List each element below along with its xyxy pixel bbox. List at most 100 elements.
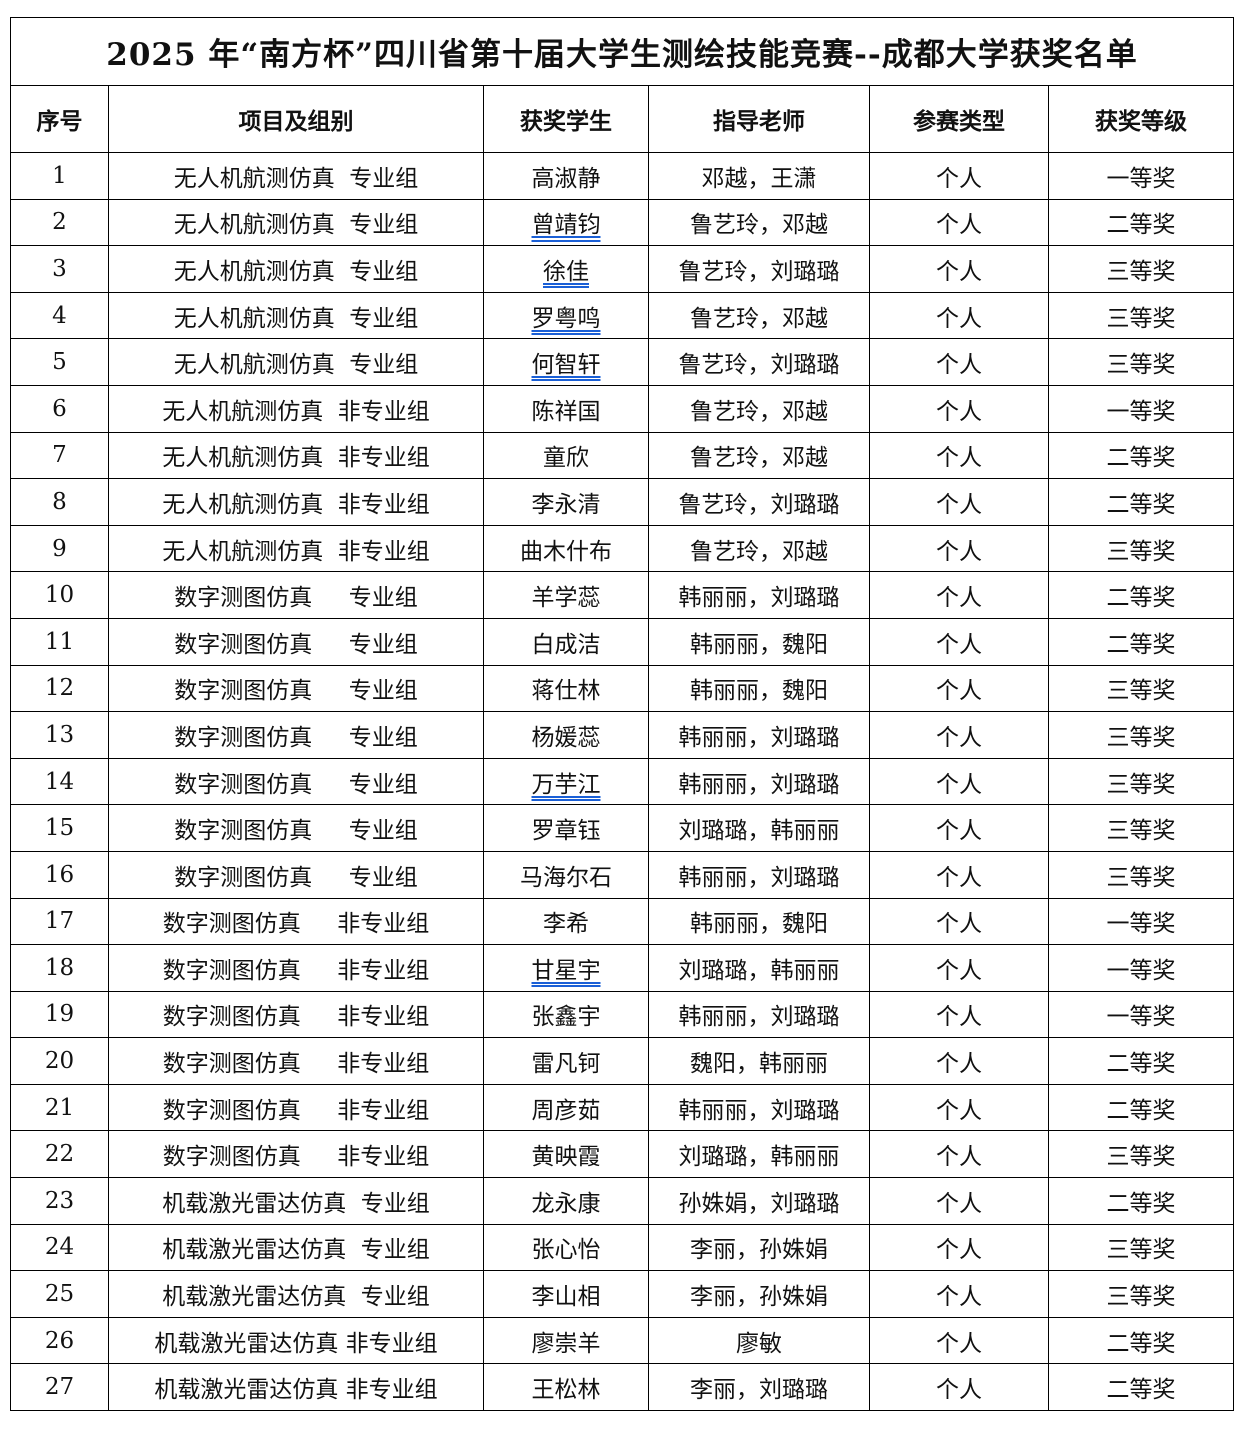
table-row: 9 无人机航测仿真 非专业组 曲木什布 鲁艺玲，邓越 个人 三等奖 xyxy=(10,524,1234,573)
award-level: 三等奖 xyxy=(1106,305,1176,332)
row-number: 12 xyxy=(44,675,75,702)
entry-type: 个人 xyxy=(936,818,982,845)
project-group: 无人机航测仿真 专业组 xyxy=(173,212,419,239)
student-name: 陈祥国 xyxy=(531,398,601,425)
teacher-names: 韩丽丽，刘璐璐 xyxy=(678,1097,840,1124)
student-name: 蒋仕林 xyxy=(531,678,601,705)
project-group: 数字测图仿真 专业组 xyxy=(174,678,418,705)
teacher-names-cell: 韩丽丽，刘璐璐 xyxy=(648,1083,870,1132)
project-group-cell: 机载激光雷达仿真 非专业组 xyxy=(108,1316,484,1365)
table-row: 6 无人机航测仿真 非专业组 陈祥国 鲁艺玲，邓越 个人 一等奖 xyxy=(10,384,1234,433)
table-row: 26 机载激光雷达仿真 非专业组 廖崇羊 廖敏 个人 二等奖 xyxy=(10,1316,1234,1365)
teacher-names: 韩丽丽，刘璐璐 xyxy=(678,724,840,751)
row-number: 24 xyxy=(44,1234,75,1261)
award-level: 一等奖 xyxy=(1106,165,1176,192)
row-number: 18 xyxy=(44,954,75,981)
entry-type: 个人 xyxy=(936,957,982,984)
row-number-cell: 11 xyxy=(10,617,109,666)
teacher-names-cell: 鲁艺玲，邓越 xyxy=(648,291,870,340)
table-body: 1 无人机航测仿真 专业组 高淑静 邓越，王潇 个人 一等奖 2 无人机航测仿真 专业组 曾靖钧… xyxy=(10,152,1234,1412)
entry-type-cell: 个人 xyxy=(869,1270,1049,1318)
row-number-cell: 5 xyxy=(10,338,109,386)
row-number-cell: 17 xyxy=(10,897,109,946)
entry-type: 个人 xyxy=(936,864,982,891)
table-row: 11 数字测图仿真 专业组 白成洁 韩丽丽，魏阳 个人 二等奖 xyxy=(10,617,1234,666)
row-number: 4 xyxy=(52,302,67,329)
project-group-cell: 无人机航测仿真 专业组 xyxy=(108,338,484,386)
award-level: 二等奖 xyxy=(1106,445,1176,472)
teacher-names-cell: 李丽，孙姝娟 xyxy=(648,1270,870,1318)
award-level-cell: 一等奖 xyxy=(1048,990,1234,1039)
student-name-cell: 王松林 xyxy=(483,1363,649,1412)
student-name-cell: 徐佳 xyxy=(483,245,649,293)
award-level: 三等奖 xyxy=(1106,864,1176,891)
entry-type-cell: 个人 xyxy=(869,617,1049,666)
row-number: 9 xyxy=(52,535,67,562)
teacher-names-cell: 刘璐璐，韩丽丽 xyxy=(648,1130,870,1179)
student-name: 龙永康 xyxy=(531,1190,601,1217)
teacher-names: 韩丽丽，刘璐璐 xyxy=(678,585,840,612)
entry-type-cell: 个人 xyxy=(869,338,1049,386)
award-level: 二等奖 xyxy=(1106,585,1176,612)
teacher-names: 鲁艺玲，刘璐璐 xyxy=(678,258,840,285)
award-level: 三等奖 xyxy=(1106,1284,1176,1311)
row-number-cell: 3 xyxy=(10,245,109,293)
student-name-cell: 罗粤鸣 xyxy=(483,291,649,340)
project-group: 数字测图仿真 非专业组 xyxy=(162,1097,430,1124)
entry-type: 个人 xyxy=(936,445,982,472)
table-row: 10 数字测图仿真 专业组 羊学蕊 韩丽丽，刘璐璐 个人 二等奖 xyxy=(10,571,1234,619)
teacher-names: 李丽，孙姝娟 xyxy=(690,1237,828,1264)
project-group-cell: 数字测图仿真 专业组 xyxy=(108,757,484,806)
row-number-cell: 23 xyxy=(10,1177,109,1225)
entry-type-cell: 个人 xyxy=(869,804,1049,852)
project-group: 无人机航测仿真 专业组 xyxy=(173,352,419,379)
entry-type: 个人 xyxy=(936,724,982,751)
award-level-cell: 一等奖 xyxy=(1048,944,1234,992)
project-group-cell: 无人机航测仿真 非专业组 xyxy=(108,384,484,433)
project-group: 无人机航测仿真 专业组 xyxy=(173,305,419,332)
student-name-cell: 马海尔石 xyxy=(483,850,649,899)
teacher-names: 韩丽丽，魏阳 xyxy=(690,631,828,658)
award-level: 二等奖 xyxy=(1106,1051,1176,1078)
award-level: 三等奖 xyxy=(1106,771,1176,798)
student-name-cell: 童欣 xyxy=(483,431,649,480)
student-name: 罗章钰 xyxy=(531,818,601,845)
row-number: 17 xyxy=(44,908,75,935)
entry-type-cell: 个人 xyxy=(869,198,1049,247)
entry-type-cell: 个人 xyxy=(869,431,1049,480)
entry-type-cell: 个人 xyxy=(869,1177,1049,1225)
project-group-cell: 数字测图仿真 非专业组 xyxy=(108,944,484,992)
award-level: 二等奖 xyxy=(1106,212,1176,239)
entry-type: 个人 xyxy=(936,1190,982,1217)
project-group: 数字测图仿真 专业组 xyxy=(174,771,418,798)
project-group-cell: 数字测图仿真 非专业组 xyxy=(108,1037,484,1085)
row-number-cell: 18 xyxy=(10,944,109,992)
teacher-names-cell: 孙姝娟，刘璐璐 xyxy=(648,1177,870,1225)
project-group-cell: 数字测图仿真 专业组 xyxy=(108,804,484,852)
entry-type: 个人 xyxy=(936,212,982,239)
student-name-cell: 张鑫宇 xyxy=(483,990,649,1039)
row-number: 1 xyxy=(52,162,67,189)
row-number-cell: 26 xyxy=(10,1316,109,1365)
student-name: 曾靖钧 xyxy=(531,212,601,239)
student-name: 罗粤鸣 xyxy=(531,305,601,332)
row-number: 15 xyxy=(44,815,75,842)
project-group: 数字测图仿真 非专业组 xyxy=(162,957,430,984)
table-row: 3 无人机航测仿真 专业组 徐佳 鲁艺玲，刘璐璐 个人 三等奖 xyxy=(10,245,1234,293)
award-level-cell: 三等奖 xyxy=(1048,524,1234,573)
teacher-names-cell: 刘璐璐，韩丽丽 xyxy=(648,804,870,852)
award-level: 三等奖 xyxy=(1106,1144,1176,1171)
project-group-cell: 数字测图仿真 专业组 xyxy=(108,850,484,899)
student-name-cell: 李山相 xyxy=(483,1270,649,1318)
entry-type-cell: 个人 xyxy=(869,990,1049,1039)
project-group-cell: 无人机航测仿真 专业组 xyxy=(108,291,484,340)
project-group: 数字测图仿真 非专业组 xyxy=(162,1144,430,1171)
entry-type-cell: 个人 xyxy=(869,850,1049,899)
award-level-cell: 二等奖 xyxy=(1048,1177,1234,1225)
row-number: 21 xyxy=(44,1094,75,1121)
student-name-cell: 甘星宇 xyxy=(483,944,649,992)
award-level-cell: 三等奖 xyxy=(1048,1130,1234,1179)
row-number: 8 xyxy=(52,488,67,515)
student-name: 廖崇羊 xyxy=(531,1330,601,1357)
award-level: 二等奖 xyxy=(1106,1377,1176,1404)
